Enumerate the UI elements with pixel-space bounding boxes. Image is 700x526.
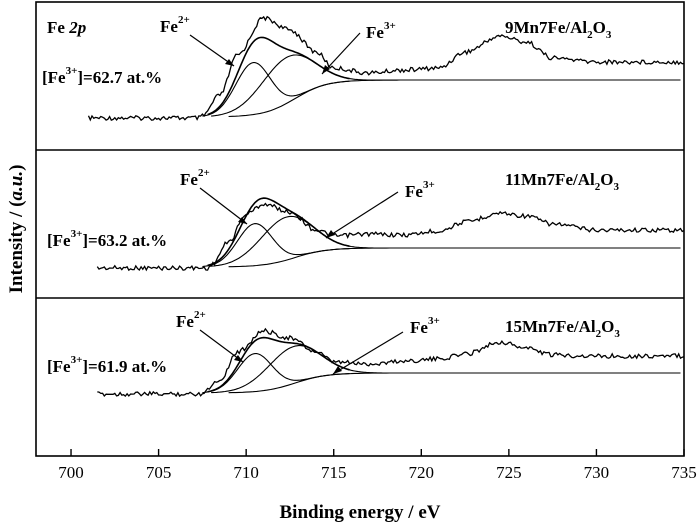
- x-tick-label: 720: [409, 463, 435, 482]
- fe3-arrowhead-2: [326, 230, 335, 238]
- x-tick-label: 735: [671, 463, 697, 482]
- x-tick-label: 705: [146, 463, 172, 482]
- background-baseline-3: [228, 372, 681, 394]
- background-baseline-1: [228, 79, 681, 118]
- fe3-fit-component-1: [211, 54, 402, 117]
- fe2-label-1: Fe2+: [160, 14, 190, 36]
- fe3-arrow-1: [321, 32, 361, 75]
- fe3-arrowhead-1: [322, 65, 330, 74]
- fe3-label-1: Fe3+: [366, 20, 396, 42]
- fe2-label-3: Fe2+: [176, 309, 206, 331]
- x-tick-label: 700: [58, 463, 84, 482]
- fit-envelope-3: [207, 336, 350, 393]
- ratio-label-2: [Fe3+]=63.2 at.%: [47, 228, 167, 250]
- x-tick-label: 715: [321, 463, 347, 482]
- fe2-arrow-2: [199, 187, 248, 225]
- experimental-spectrum-1: [87, 15, 685, 122]
- background-baseline-2: [228, 247, 681, 268]
- fe2-arrowhead-2: [238, 217, 247, 224]
- fe2-arrow-3: [199, 329, 244, 363]
- plot-frame: [35, 1, 685, 457]
- fe3-arrow-2: [325, 191, 399, 239]
- fe3-label-3: Fe3+: [410, 315, 440, 337]
- x-axis-ticks: 700 705 710 715 720 725 730 735: [58, 449, 697, 482]
- x-tick-label: 730: [584, 463, 610, 482]
- experimental-spectrum-3: [97, 327, 685, 398]
- x-tick-label: 725: [496, 463, 522, 482]
- spectra-layer: [87, 15, 685, 398]
- sample-label-1: 9Mn7Fe/Al2O3: [505, 18, 612, 41]
- y-axis-label: Intensity / (a.u.): [6, 165, 27, 294]
- fe3-label-2: Fe3+: [405, 179, 435, 201]
- fe2-label-2: Fe2+: [180, 167, 210, 189]
- sample-label-3: 15Mn7Fe/Al2O3: [505, 317, 620, 340]
- ratio-label-3: [Fe3+]=61.9 at.%: [47, 354, 167, 376]
- fe3-arrowhead-3: [333, 366, 342, 374]
- experimental-spectrum-2: [96, 202, 685, 272]
- fit-envelope-2: [207, 197, 350, 267]
- x-axis-label: Binding energy / eV: [280, 502, 441, 523]
- fe2-arrow-1: [189, 34, 235, 67]
- sample-label-2: 11Mn7Fe/Al2O3: [505, 170, 619, 193]
- fe3-arrow-3: [332, 331, 404, 375]
- x-tick-label: 710: [233, 463, 259, 482]
- fe2-arrowhead-3: [234, 355, 243, 362]
- region-label: Fe 2p: [47, 18, 86, 37]
- ratio-label-1: [Fe3+]=62.7 at.%: [42, 65, 162, 87]
- fe2-arrowhead-1: [225, 59, 234, 66]
